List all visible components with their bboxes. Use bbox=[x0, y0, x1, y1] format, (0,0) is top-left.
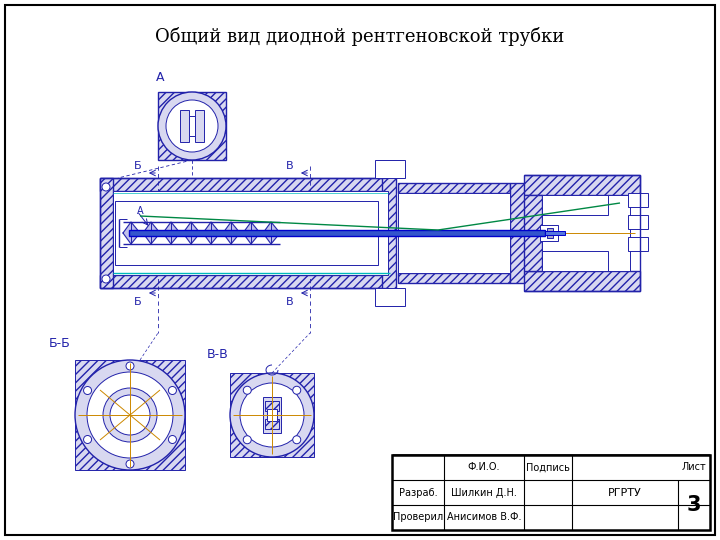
Text: В: В bbox=[286, 297, 294, 307]
Bar bbox=[115, 201, 378, 265]
Circle shape bbox=[103, 388, 157, 442]
Circle shape bbox=[87, 372, 173, 458]
Bar bbox=[375, 160, 405, 178]
Bar bbox=[263, 397, 281, 433]
Bar bbox=[628, 196, 638, 204]
Bar bbox=[628, 237, 648, 251]
Circle shape bbox=[102, 275, 110, 283]
Bar bbox=[158, 92, 226, 160]
Text: Проверил: Проверил bbox=[393, 512, 443, 523]
Bar bbox=[100, 275, 388, 288]
Polygon shape bbox=[183, 222, 200, 244]
Circle shape bbox=[293, 436, 301, 444]
Text: Ф.И.О.: Ф.И.О. bbox=[468, 462, 500, 472]
Bar bbox=[540, 225, 558, 241]
Text: 3: 3 bbox=[687, 495, 701, 515]
Bar bbox=[398, 193, 510, 273]
Circle shape bbox=[168, 387, 176, 395]
Bar bbox=[542, 251, 608, 271]
Bar bbox=[524, 195, 542, 271]
Bar bbox=[180, 110, 189, 142]
Bar bbox=[398, 183, 510, 193]
Bar bbox=[75, 360, 185, 470]
Bar bbox=[100, 178, 113, 288]
Text: Подпись: Подпись bbox=[526, 462, 570, 472]
Bar bbox=[524, 175, 640, 195]
Bar bbox=[265, 419, 279, 429]
Polygon shape bbox=[223, 222, 240, 244]
Bar bbox=[510, 183, 525, 283]
Circle shape bbox=[75, 360, 185, 470]
Circle shape bbox=[126, 460, 134, 468]
Circle shape bbox=[243, 436, 251, 444]
Text: Б: Б bbox=[134, 297, 142, 307]
Text: Лист: Лист bbox=[682, 462, 706, 472]
Polygon shape bbox=[143, 222, 160, 244]
Bar bbox=[524, 271, 640, 291]
Circle shape bbox=[168, 435, 176, 443]
Bar bbox=[542, 215, 608, 235]
Polygon shape bbox=[243, 222, 260, 244]
Text: В: В bbox=[286, 161, 294, 171]
Bar bbox=[378, 160, 402, 168]
Circle shape bbox=[240, 383, 304, 447]
Circle shape bbox=[230, 373, 314, 457]
Bar bbox=[628, 218, 638, 226]
Circle shape bbox=[102, 183, 110, 191]
Bar bbox=[628, 193, 648, 207]
Bar bbox=[189, 116, 195, 136]
Bar bbox=[628, 240, 638, 248]
Bar bbox=[265, 401, 279, 411]
Circle shape bbox=[293, 386, 301, 394]
Text: Разраб.: Разраб. bbox=[399, 488, 437, 497]
Text: Общий вид диодной рентгеновской трубки: Общий вид диодной рентгеновской трубки bbox=[156, 26, 564, 45]
Polygon shape bbox=[203, 222, 220, 244]
Circle shape bbox=[84, 435, 91, 443]
Text: В-В: В-В bbox=[206, 348, 228, 361]
Circle shape bbox=[110, 395, 150, 435]
Bar bbox=[195, 110, 204, 142]
Bar bbox=[398, 273, 510, 283]
Circle shape bbox=[243, 386, 251, 394]
Polygon shape bbox=[163, 222, 180, 244]
Text: A: A bbox=[137, 206, 143, 216]
Bar bbox=[628, 215, 648, 229]
Bar bbox=[129, 230, 545, 236]
Bar bbox=[542, 195, 608, 215]
Bar bbox=[382, 173, 396, 293]
Bar bbox=[267, 409, 277, 421]
Bar bbox=[375, 288, 405, 306]
Circle shape bbox=[84, 387, 91, 395]
Text: Б: Б bbox=[134, 161, 142, 171]
Circle shape bbox=[126, 362, 134, 370]
Circle shape bbox=[158, 92, 226, 160]
Bar bbox=[392, 455, 710, 530]
Text: A: A bbox=[156, 71, 164, 84]
Bar bbox=[545, 231, 565, 235]
Bar bbox=[542, 231, 608, 251]
Bar bbox=[230, 373, 314, 457]
Bar bbox=[113, 191, 388, 275]
Text: Анисимов В.Ф.: Анисимов В.Ф. bbox=[446, 512, 521, 523]
Bar bbox=[547, 228, 553, 238]
Polygon shape bbox=[263, 222, 280, 244]
Polygon shape bbox=[123, 222, 140, 244]
Bar bbox=[378, 298, 402, 306]
Circle shape bbox=[166, 100, 218, 152]
Bar bbox=[100, 178, 388, 191]
Text: РГРТУ: РГРТУ bbox=[608, 488, 642, 497]
Bar bbox=[542, 195, 630, 271]
Text: Б-Б: Б-Б bbox=[48, 337, 70, 350]
Text: Шилкин Д.Н.: Шилкин Д.Н. bbox=[451, 488, 517, 497]
